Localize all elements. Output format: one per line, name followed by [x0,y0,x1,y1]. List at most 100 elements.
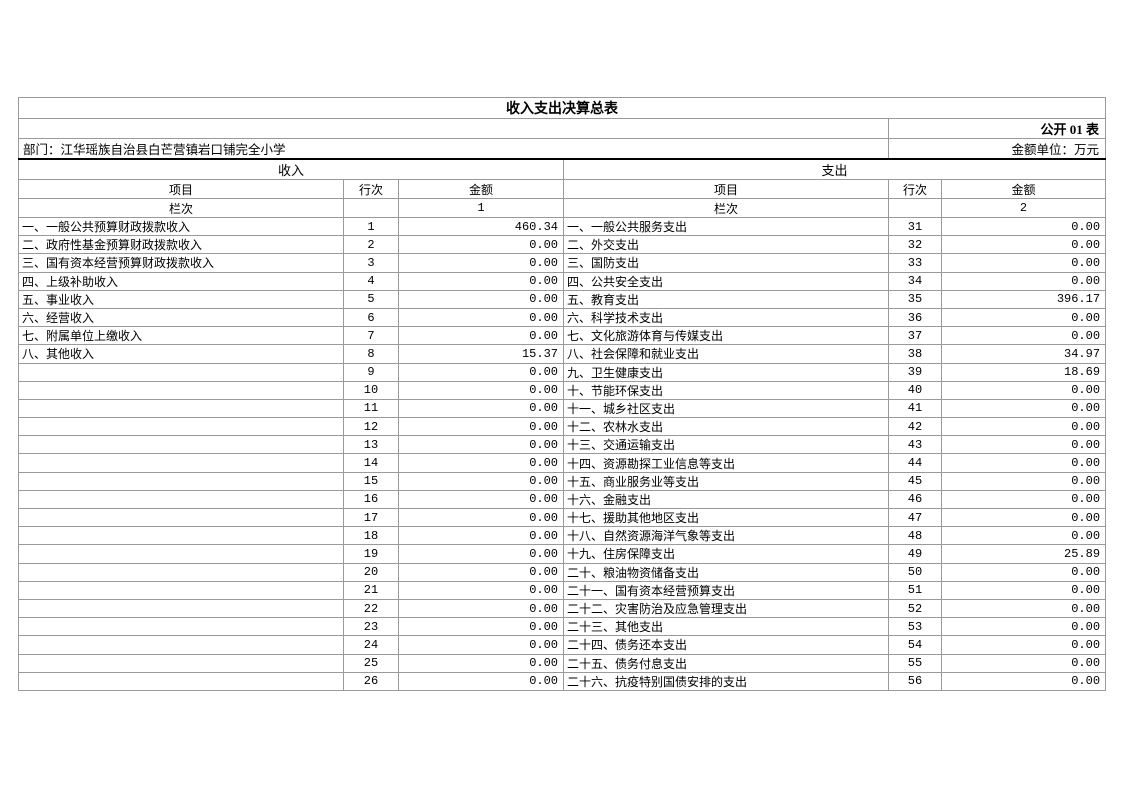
table-row: 13 0.00 十三、交通运输支出 43 0.00 [18,435,1107,455]
expense-item-cell: 十九、住房保障支出 [563,544,889,564]
table-row: 七、附属单位上缴收入 7 0.00 七、文化旅游体育与传媒支出 37 0.00 [18,326,1107,346]
expense-rowno-cell: 50 [888,562,942,582]
expense-rowno-cell: 36 [888,307,942,328]
expense-item-cell: 十二、农林水支出 [563,417,889,437]
income-amount-cell: 0.00 [398,253,564,273]
income-amount-cell: 0.00 [398,417,564,437]
expense-amount-cell: 0.00 [940,562,1107,582]
income-item-cell: 一、一般公共预算财政拨款收入 [18,216,344,237]
income-item-cell [18,617,344,637]
income-amount-cell: 0.00 [398,398,564,419]
expense-lanci-spacer [888,198,942,218]
expense-item-cell: 十七、援助其他地区支出 [563,507,889,528]
income-amount-cell: 0.00 [398,271,564,291]
income-amount-cell: 0.00 [398,307,564,328]
income-rowno-cell: 19 [343,544,399,564]
income-item-cell: 六、经营收入 [18,307,344,328]
expense-item-cell: 十六、金融支出 [563,489,889,510]
table-row: 四、上级补助收入 4 0.00 四、公共安全支出 34 0.00 [18,271,1107,291]
income-amount-cell: 0.00 [398,380,564,400]
table-row: 11 0.00 十一、城乡社区支出 41 0.00 [18,398,1107,419]
income-amount-cell: 460.34 [398,216,564,237]
expense-lanci-label: 栏次 [563,198,889,218]
expense-amount-cell: 0.00 [940,380,1107,400]
income-item-cell [18,598,344,619]
income-amount-cell: 0.00 [398,544,564,564]
income-item-cell [18,544,344,564]
income-rowno-cell: 6 [343,307,399,328]
expense-rowno-cell: 48 [888,526,942,546]
income-rowno-cell: 10 [343,380,399,400]
income-rowno-cell: 16 [343,489,399,510]
expense-amount-cell: 0.00 [940,216,1107,237]
expense-amount-cell: 0.00 [940,653,1107,673]
income-rowno-cell: 12 [343,417,399,437]
expense-item-cell: 九、卫生健康支出 [563,362,889,382]
expense-rowno-cell: 47 [888,507,942,528]
income-amount-cell: 0.00 [398,289,564,309]
table-row: 9 0.00 九、卫生健康支出 39 18.69 [18,362,1107,382]
expense-amount-cell: 396.17 [940,289,1107,309]
expense-amount-cell: 34.97 [940,344,1107,364]
expense-amount-cell: 0.00 [940,435,1107,455]
section-header-row: 收入 支出 [18,158,1107,180]
expense-rowno-cell: 54 [888,635,942,655]
income-rowno-cell: 1 [343,216,399,237]
income-rowno-cell: 7 [343,326,399,346]
table-row: 24 0.00 二十四、债务还本支出 54 0.00 [18,635,1107,655]
income-amount-cell: 0.00 [398,526,564,546]
expense-amount-cell: 0.00 [940,507,1107,528]
income-item-cell [18,580,344,600]
expense-item-cell: 十五、商业服务业等支出 [563,471,889,491]
income-amount-cell: 0.00 [398,453,564,473]
income-item-cell [18,489,344,510]
expense-amount-cell: 0.00 [940,326,1107,346]
income-item-cell [18,471,344,491]
income-amount-header: 金额 [398,179,564,199]
expense-column-number: 2 [940,198,1107,218]
income-rowno-cell: 23 [343,617,399,637]
income-item-header: 项目 [18,179,344,199]
income-item-cell [18,526,344,546]
expense-amount-cell: 0.00 [940,417,1107,437]
expense-rowno-cell: 37 [888,326,942,346]
income-amount-cell: 15.37 [398,344,564,364]
income-lanci-spacer [343,198,399,218]
expense-amount-cell: 0.00 [940,635,1107,655]
expense-amount-cell: 0.00 [940,489,1107,510]
expense-rowno-cell: 55 [888,653,942,673]
income-amount-cell: 0.00 [398,653,564,673]
income-rowno-cell: 4 [343,271,399,291]
income-rowno-cell: 26 [343,671,399,691]
lanci-row: 栏次 1 栏次 2 [18,198,1107,218]
expense-amount-cell: 0.00 [940,598,1107,619]
income-item-cell [18,507,344,528]
title-row: 收入支出决算总表 [17,97,1107,119]
income-rowno-cell: 14 [343,453,399,473]
table-row: 25 0.00 二十五、债务付息支出 55 0.00 [18,653,1107,673]
table-body: 一、一般公共预算财政拨款收入 1 460.34 一、一般公共服务支出 31 0.00 二、政… [18,216,1107,691]
expense-amount-cell: 0.00 [940,526,1107,546]
income-item-cell [18,417,344,437]
expense-item-cell: 十八、自然资源海洋气象等支出 [563,526,889,546]
expense-rowno-cell: 52 [888,598,942,619]
expense-item-cell: 十一、城乡社区支出 [563,398,889,419]
income-rowno-cell: 13 [343,435,399,455]
income-rowno-cell: 5 [343,289,399,309]
income-item-cell: 三、国有资本经营预算财政拨款收入 [18,253,344,273]
expense-item-cell: 二、外交支出 [563,235,889,255]
income-amount-cell: 0.00 [398,326,564,346]
table-row: 五、事业收入 5 0.00 五、教育支出 35 396.17 [18,289,1107,309]
income-rowno-cell: 20 [343,562,399,582]
expense-rowno-cell: 44 [888,453,942,473]
expense-amount-cell: 18.69 [940,362,1107,382]
table-row: 二、政府性基金预算财政拨款收入 2 0.00 二、外交支出 32 0.00 [18,235,1107,255]
expense-item-cell: 二十一、国有资本经营预算支出 [563,580,889,600]
expense-amount-cell: 0.00 [940,235,1107,255]
income-lanci-label: 栏次 [18,198,344,218]
income-item-cell [18,453,344,473]
income-item-cell: 八、其他收入 [18,344,344,364]
income-item-cell [18,671,344,691]
expense-item-cell: 二十四、债务还本支出 [563,635,889,655]
table-row: 10 0.00 十、节能环保支出 40 0.00 [18,380,1107,400]
